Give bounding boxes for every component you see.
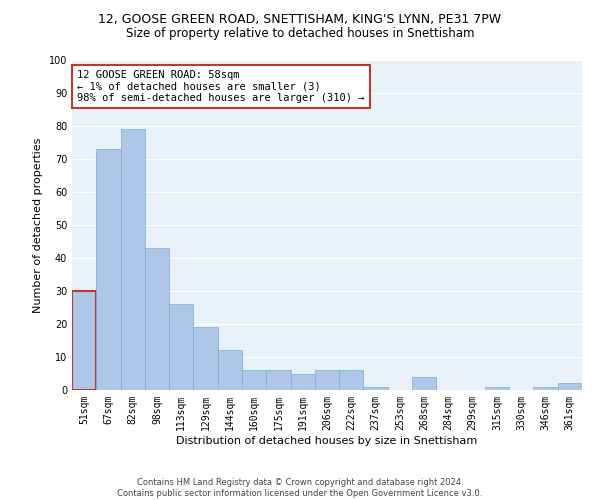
Text: Size of property relative to detached houses in Snettisham: Size of property relative to detached ho… xyxy=(126,28,474,40)
Bar xyxy=(145,248,169,390)
Bar xyxy=(169,304,193,390)
Text: Contains HM Land Registry data © Crown copyright and database right 2024.
Contai: Contains HM Land Registry data © Crown c… xyxy=(118,478,482,498)
Bar xyxy=(339,370,364,390)
Bar xyxy=(96,149,121,390)
Bar xyxy=(290,374,315,390)
Bar xyxy=(121,130,145,390)
Bar xyxy=(364,386,388,390)
X-axis label: Distribution of detached houses by size in Snettisham: Distribution of detached houses by size … xyxy=(176,436,478,446)
Bar xyxy=(558,384,582,390)
Bar xyxy=(315,370,339,390)
Bar xyxy=(242,370,266,390)
Bar xyxy=(193,328,218,390)
Bar xyxy=(266,370,290,390)
Bar xyxy=(412,377,436,390)
Text: 12, GOOSE GREEN ROAD, SNETTISHAM, KING'S LYNN, PE31 7PW: 12, GOOSE GREEN ROAD, SNETTISHAM, KING'S… xyxy=(98,12,502,26)
Bar xyxy=(485,386,509,390)
Bar xyxy=(533,386,558,390)
Bar xyxy=(72,291,96,390)
Y-axis label: Number of detached properties: Number of detached properties xyxy=(33,138,43,312)
Bar xyxy=(218,350,242,390)
Text: 12 GOOSE GREEN ROAD: 58sqm
← 1% of detached houses are smaller (3)
98% of semi-d: 12 GOOSE GREEN ROAD: 58sqm ← 1% of detac… xyxy=(77,70,365,103)
